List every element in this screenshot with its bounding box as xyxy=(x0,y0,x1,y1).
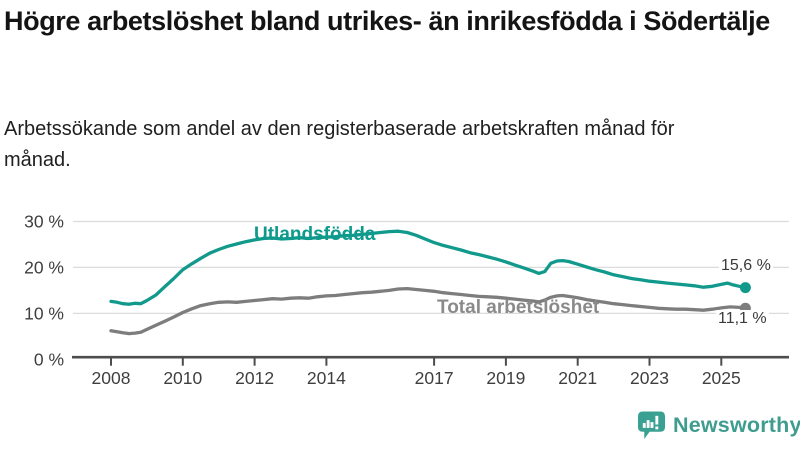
x-tick-label-2019: 2019 xyxy=(486,368,525,388)
series-label-utlandsfodda: Utlandsfödda xyxy=(254,224,376,245)
page-title: Högre arbetslöshet bland utrikes- än inr… xyxy=(4,6,770,36)
end-dot-0 xyxy=(739,282,751,294)
end-value-label-utlandsfodda: 15,6 % xyxy=(719,257,773,275)
series-line-1 xyxy=(109,286,748,336)
newsworthy-bubble-chart-icon xyxy=(637,411,666,440)
y-tick-label-20: 20 % xyxy=(24,257,64,277)
x-tick-label-2010: 2010 xyxy=(163,368,202,388)
page-subtitle: Arbetssökande som andel av den registerb… xyxy=(4,118,675,171)
x-tick-label-2023: 2023 xyxy=(630,368,669,388)
y-tick-label-30: 30 % xyxy=(24,212,64,232)
series-label-total-arbetsloshet: Total arbetslöshet xyxy=(437,297,600,318)
x-tick-label-2008: 2008 xyxy=(92,368,131,388)
x-tick-label-2017: 2017 xyxy=(415,368,454,388)
x-tick-label-2012: 2012 xyxy=(235,368,274,388)
newsworthy-logo-text: Newsworthy xyxy=(673,413,800,437)
x-tick-label-2014: 2014 xyxy=(307,368,346,388)
newsworthy-logo: Newsworthy xyxy=(637,410,800,441)
x-tick-label-2025: 2025 xyxy=(702,368,741,388)
end-value-label-total: 11,1 % xyxy=(716,310,769,328)
y-tick-label-0: 0 % xyxy=(34,349,64,369)
series-line-0 xyxy=(109,229,748,306)
y-tick-label-10: 10 % xyxy=(24,303,64,323)
x-tick-label-2021: 2021 xyxy=(558,368,597,388)
